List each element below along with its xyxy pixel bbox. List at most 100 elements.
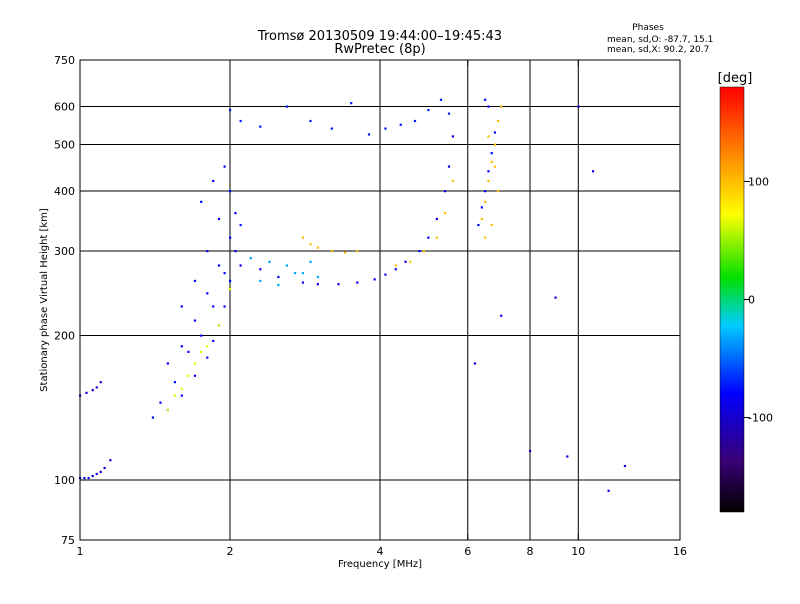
data-point: [356, 250, 359, 253]
x-tick-label: 1: [77, 545, 84, 558]
data-point: [109, 459, 112, 462]
y-tick-label: 300: [54, 245, 75, 258]
data-point: [285, 264, 288, 267]
x-tick-label: 2: [227, 545, 234, 558]
chart-title: Tromsø 20130509 19:44:00–19:45:43: [257, 29, 502, 44]
stats-heading: Phases: [632, 23, 664, 33]
colorbar-tick-label: -100: [748, 412, 773, 425]
data-point: [187, 374, 190, 377]
data-point: [493, 165, 497, 168]
data-point: [373, 278, 376, 281]
data-point: [443, 212, 447, 215]
data-point: [259, 279, 262, 283]
data-point: [566, 455, 569, 458]
data-point: [239, 119, 242, 123]
y-tick-label: 75: [61, 534, 75, 547]
data-point: [490, 223, 493, 227]
data-point: [239, 264, 242, 267]
data-point: [223, 305, 226, 308]
data-point: [239, 223, 242, 227]
data-point: [217, 324, 221, 327]
data-point: [206, 345, 209, 348]
data-point: [193, 374, 197, 377]
data-point: [277, 275, 280, 279]
data-point: [234, 212, 237, 215]
data-point: [180, 394, 183, 397]
data-point: [443, 190, 447, 193]
data-point: [212, 305, 215, 308]
data-point: [217, 264, 221, 267]
data-point: [285, 105, 288, 108]
data-point: [477, 223, 480, 227]
data-point: [473, 362, 477, 365]
x-tick-label: 10: [571, 545, 585, 558]
data-point: [229, 190, 232, 193]
phase-points: [79, 98, 627, 492]
data-point: [316, 275, 319, 279]
stats-o-mode: mean, sd,O: -87.7, 15.1: [607, 35, 713, 45]
data-point: [316, 246, 319, 249]
data-point: [487, 105, 490, 108]
x-tick-label: 8: [527, 545, 534, 558]
data-point: [200, 350, 203, 353]
y-axis: 75 100 200 300 400 500 600 750: [54, 54, 680, 547]
data-point: [91, 474, 94, 478]
data-point: [180, 305, 183, 308]
data-point: [277, 283, 280, 287]
data-point: [301, 236, 305, 239]
data-point: [330, 127, 333, 130]
y-tick-label: 200: [54, 330, 75, 343]
y-tick-label: 750: [54, 54, 75, 67]
data-point: [427, 236, 430, 239]
data-point: [427, 109, 430, 112]
data-point: [367, 133, 371, 136]
data-point: [99, 381, 102, 384]
y-tick-label: 400: [54, 185, 75, 198]
data-point: [212, 339, 215, 343]
data-point: [166, 362, 169, 365]
data-point: [200, 334, 203, 337]
grid-lines: [80, 60, 680, 540]
x-axis: 1 2 4 6 8 10 16: [77, 60, 687, 558]
data-point: [404, 260, 407, 263]
data-point: [223, 271, 226, 275]
data-point: [435, 217, 438, 221]
data-point: [99, 470, 102, 474]
data-point: [484, 190, 487, 193]
data-point: [529, 449, 532, 453]
data-point: [384, 273, 387, 276]
data-point: [180, 387, 183, 390]
data-point: [439, 98, 443, 101]
y-tick-label: 100: [54, 474, 75, 487]
data-point: [234, 250, 237, 253]
colorbar-tick-label: 0: [748, 294, 755, 307]
data-point: [447, 165, 451, 168]
data-point: [409, 260, 412, 263]
data-point: [447, 112, 451, 115]
data-point: [487, 135, 490, 138]
y-tick-label: 500: [54, 139, 75, 152]
colorbar-label: [deg]: [718, 71, 753, 86]
data-point: [496, 190, 500, 193]
x-axis-label: Frequency [MHz]: [338, 559, 422, 570]
data-point: [268, 260, 271, 263]
data-point: [223, 165, 226, 168]
data-point: [343, 251, 347, 254]
data-point: [91, 389, 94, 392]
data-point: [301, 281, 305, 284]
data-point: [451, 179, 455, 183]
data-point: [356, 281, 359, 284]
data-point: [293, 271, 297, 275]
data-point: [487, 170, 490, 173]
data-point: [487, 179, 490, 183]
data-point: [309, 260, 312, 263]
data-point: [200, 200, 203, 203]
data-point: [480, 206, 483, 209]
data-point: [435, 236, 438, 239]
data-point: [496, 119, 500, 123]
data-point: [480, 217, 483, 221]
data-point: [206, 356, 209, 359]
data-point: [83, 476, 86, 480]
data-point: [229, 288, 232, 291]
